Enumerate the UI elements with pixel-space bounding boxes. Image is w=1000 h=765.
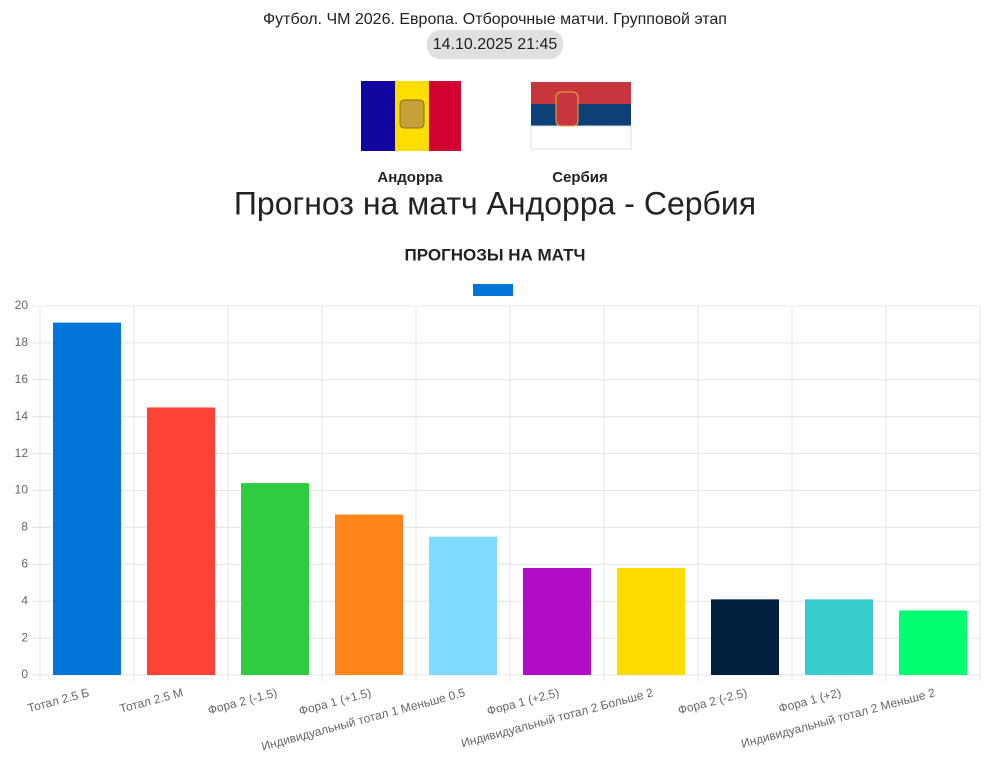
page-title: Прогноз на матч Андорра - Сербия [234,185,756,221]
datetime: 14.10.2025 21:45 [433,36,558,53]
league: Футбол. ЧМ 2026. Европа. Отборочные матч… [263,11,727,28]
bar [429,536,497,675]
y-tick-label: 16 [15,372,29,386]
y-tick-label: 2 [21,630,28,644]
y-tick-label: 8 [21,520,28,534]
bar [241,483,309,675]
y-tick-label: 20 [15,298,29,312]
bar [335,514,403,675]
bar [523,567,591,675]
home-team: Андорра [377,169,443,186]
y-tick-label: 0 [21,667,28,681]
bar [147,407,215,675]
y-tick-label: 6 [21,556,28,570]
home-flag [361,81,461,151]
legend-swatch [473,284,513,296]
away-team: Сербия [552,169,608,186]
away-flag [530,82,632,150]
bar [805,599,873,675]
x-tick-label: Фора 2 (-2.5) [676,685,748,717]
y-tick-label: 4 [21,593,28,607]
y-tick-label: 10 [15,483,29,497]
x-tick-label: Фора 2 (-1.5) [206,685,278,717]
x-tick-label: Тотал 2.5 М [118,685,185,715]
y-tick-label: 12 [15,446,29,460]
y-tick-label: 18 [15,335,29,349]
date-pill [427,30,563,59]
x-tick-label: Фора 1 (+2) [777,685,843,715]
bar [53,322,121,675]
y-tick-label: 14 [15,409,29,423]
bar [899,610,967,675]
chart-title: ПРОГНОЗЫ НА МАТЧ [405,245,586,264]
x-tick-label: Тотал 2.5 Б [26,685,91,715]
bar [617,567,685,675]
bar [711,599,779,675]
